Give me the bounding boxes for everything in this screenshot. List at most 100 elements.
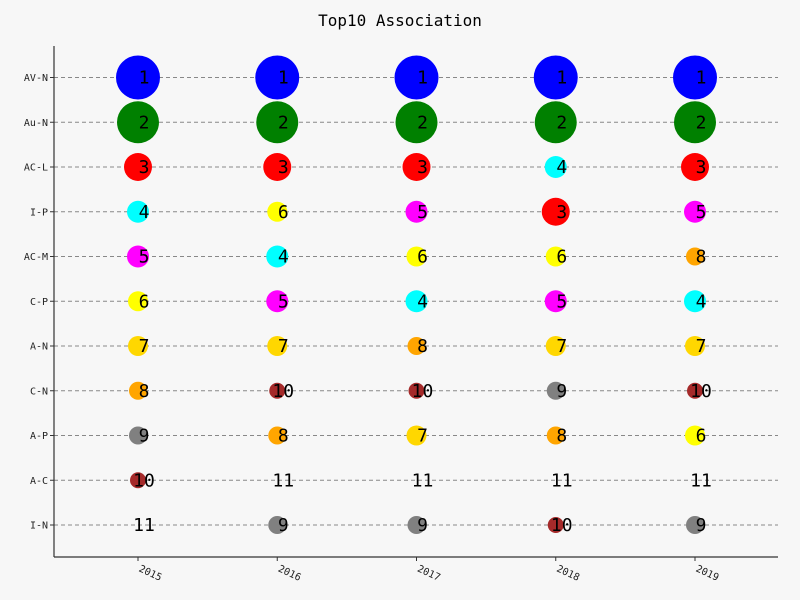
data-point: [127, 245, 149, 268]
data-point: [407, 337, 426, 355]
data-label: 4: [278, 247, 289, 268]
data-point: [267, 336, 288, 356]
data-label: 9: [556, 381, 567, 402]
data-label: 2: [139, 112, 150, 133]
data-label: 1: [278, 68, 289, 89]
data-point: [545, 336, 566, 356]
data-point: [256, 101, 299, 144]
data-label: 8: [417, 336, 428, 357]
data-point: [269, 382, 286, 399]
data-label: 8: [139, 381, 150, 402]
data-point: [267, 201, 288, 222]
data-point: [128, 291, 148, 312]
data-label: 6: [556, 247, 567, 268]
data-point: [674, 101, 716, 144]
data-label: 1: [696, 68, 707, 89]
data-point: [124, 153, 152, 181]
data-label: 1: [139, 68, 150, 89]
grid-lines: [54, 77, 778, 526]
x-tick-labels: 2015 2016 2017 2018 2019: [137, 564, 720, 584]
data-label: 9: [139, 426, 150, 447]
data-point: [266, 290, 289, 313]
data-point: [673, 55, 717, 100]
y-tick-label: C-P: [30, 297, 48, 308]
data-point: [544, 156, 567, 178]
data-label: 10: [690, 381, 712, 402]
data-point: [130, 472, 146, 489]
x-tick-label: 2018: [555, 564, 581, 584]
data-point: [684, 200, 706, 223]
x-tick-label: 2016: [276, 564, 302, 584]
y-tick-label: I-P: [30, 207, 48, 218]
data-label: 2: [417, 112, 428, 133]
data-label: 10: [133, 470, 155, 491]
data-label: 10: [412, 381, 434, 402]
data-point: [263, 153, 292, 181]
data-label: 5: [139, 247, 150, 268]
y-tick-label: AC-L: [24, 163, 48, 174]
data-label: 8: [278, 426, 289, 447]
bubbles: 1234567891011123645710811912356481071191…: [116, 55, 717, 536]
y-tick-label: A-P: [30, 431, 48, 442]
data-point: [117, 101, 159, 144]
data-label: 3: [696, 157, 707, 178]
data-label: 7: [556, 336, 567, 357]
data-label: 2: [278, 112, 289, 133]
data-label: 9: [417, 515, 428, 536]
x-tick-label: 2017: [415, 564, 441, 584]
data-point: [129, 381, 147, 400]
data-point: [408, 382, 425, 399]
data-point: [268, 426, 287, 445]
data-point: [405, 290, 428, 313]
data-point: [266, 245, 289, 268]
y-tick-label: AV-N: [24, 73, 48, 84]
y-tick-label: I-N: [30, 521, 48, 532]
data-point: [685, 336, 705, 356]
data-label: 4: [696, 291, 707, 312]
data-label: 6: [696, 426, 707, 447]
data-label: 4: [556, 157, 567, 178]
y-tick-label: A-C: [30, 476, 48, 487]
data-point: [116, 55, 160, 100]
data-point: [545, 246, 566, 267]
data-label: 9: [696, 515, 707, 536]
data-point: [685, 425, 705, 446]
data-point: [533, 55, 578, 100]
data-label: 5: [696, 202, 707, 223]
data-label: 2: [556, 112, 567, 133]
chart-title: Top10 Association: [318, 11, 482, 30]
y-tick-label: C-N: [30, 386, 48, 397]
y-tick-label: AC-M: [24, 252, 48, 263]
data-label: 5: [278, 291, 289, 312]
data-point: [687, 382, 703, 399]
data-point: [547, 517, 564, 533]
data-point: [686, 247, 704, 266]
data-label: 1: [556, 68, 567, 89]
data-label: 6: [417, 247, 428, 268]
data-point: [684, 290, 706, 313]
data-label: 3: [278, 157, 289, 178]
data-label: 3: [556, 202, 567, 223]
data-label: 7: [278, 336, 289, 357]
data-label: 3: [139, 157, 150, 178]
data-point: [255, 55, 300, 100]
data-label: 5: [417, 202, 428, 223]
data-label: 4: [139, 202, 150, 223]
data-point: [544, 290, 567, 313]
data-point: [681, 153, 709, 181]
data-label: 7: [139, 336, 150, 357]
data-label: 11: [272, 470, 294, 491]
data-point: [407, 516, 426, 534]
data-label: 6: [139, 291, 150, 312]
data-label: 7: [417, 426, 428, 447]
y-tick-label: A-N: [30, 342, 48, 353]
y-tick-labels: AV-N Au-N AC-L I-P AC-M C-P A-N C-N A-P A-C I-N: [24, 73, 48, 532]
data-label: 11: [551, 470, 573, 491]
data-label: 1: [417, 68, 428, 89]
data-point: [541, 197, 570, 226]
data-label: 2: [696, 112, 707, 133]
data-point: [402, 153, 431, 181]
data-point: [129, 426, 147, 445]
